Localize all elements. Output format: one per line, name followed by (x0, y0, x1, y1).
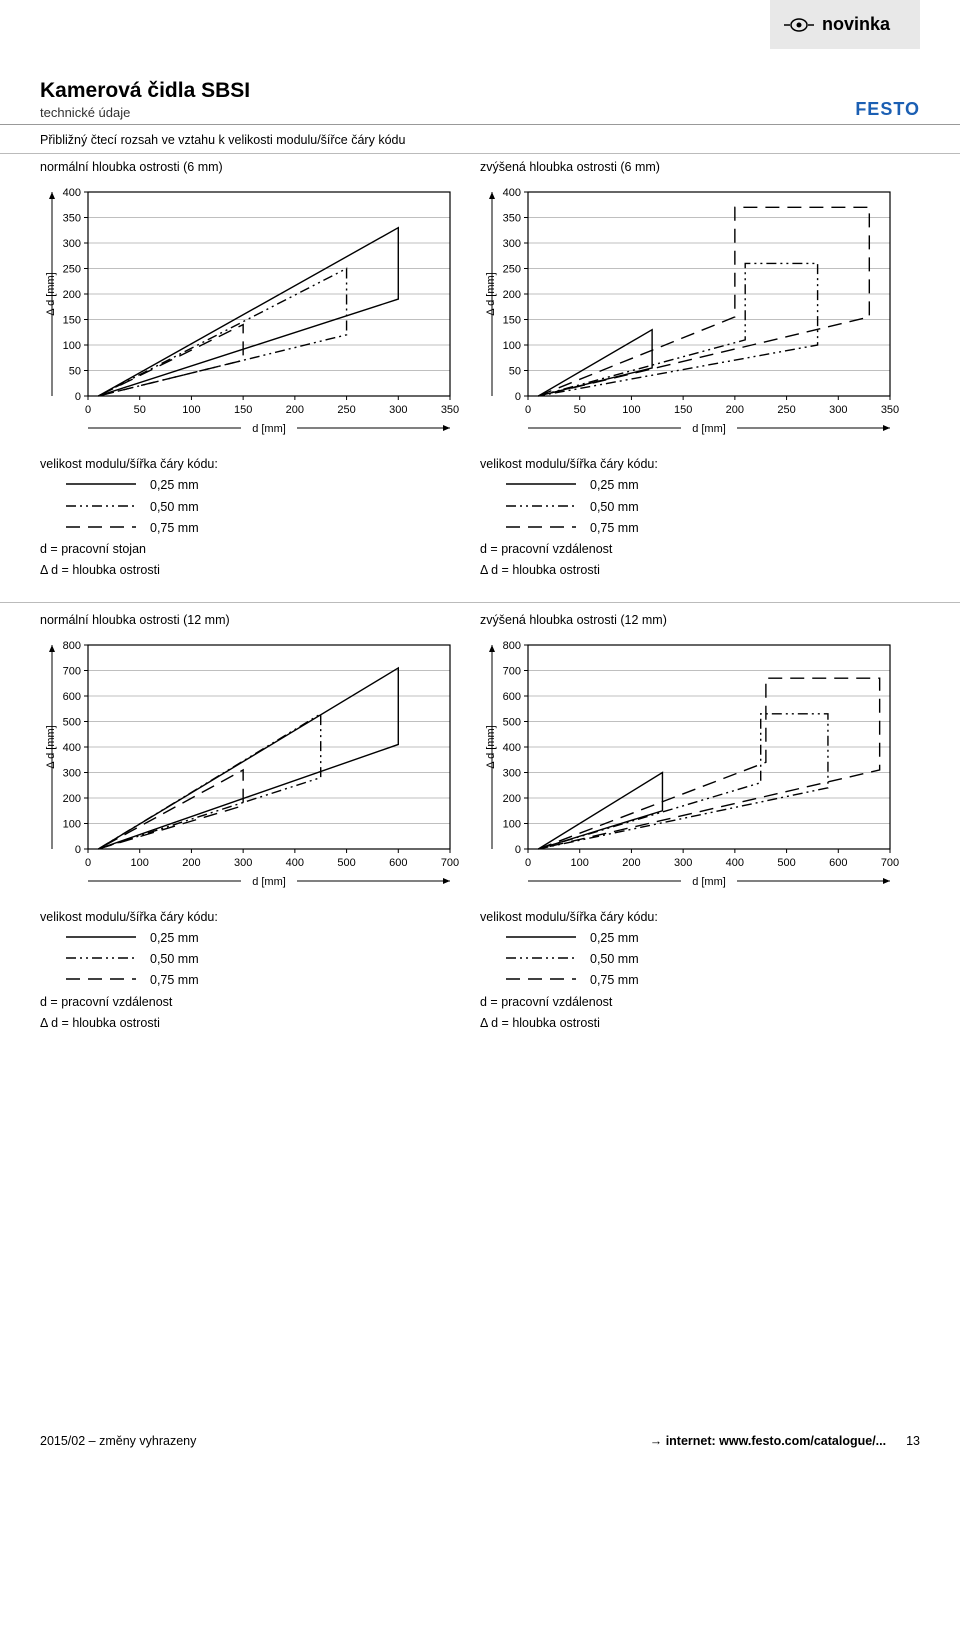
chart-top-left: 0 50 100 150 200 250 300 350 400 0 50 100 150 200 250 3… (40, 182, 460, 442)
svg-text:Δ d [mm]: Δ d [mm] (45, 272, 57, 315)
svg-text:Δ d [mm]: Δ d [mm] (485, 272, 497, 315)
svg-text:250: 250 (503, 264, 521, 276)
svg-text:300: 300 (63, 238, 81, 250)
svg-text:800: 800 (63, 640, 81, 652)
svg-text:700: 700 (881, 857, 899, 869)
eye-icon (784, 17, 814, 33)
svg-text:150: 150 (234, 404, 252, 416)
svg-text:50: 50 (574, 404, 586, 416)
svg-text:350: 350 (63, 213, 81, 225)
svg-text:300: 300 (503, 767, 521, 779)
svg-text:d [mm]: d [mm] (252, 423, 286, 435)
svg-text:0: 0 (85, 404, 91, 416)
svg-text:600: 600 (63, 691, 81, 703)
legend-top-right: velikost modulu/šířka čáry kódu:0,25 mm0… (480, 454, 920, 582)
svg-text:100: 100 (622, 404, 640, 416)
svg-text:150: 150 (674, 404, 692, 416)
svg-text:150: 150 (63, 315, 81, 327)
chart-bottom-left: 0 100 200 300 400 500 600 700 800 0 100 200 300 400 50… (40, 635, 460, 895)
svg-text:0: 0 (515, 844, 521, 856)
svg-text:0: 0 (75, 391, 81, 403)
chart-bottom-right: 0 100 200 300 400 500 600 700 800 0 100 200 300 400 50… (480, 635, 900, 895)
svg-text:200: 200 (503, 289, 521, 301)
svg-text:150: 150 (503, 315, 521, 327)
svg-text:0: 0 (525, 857, 531, 869)
svg-text:400: 400 (286, 857, 304, 869)
svg-text:300: 300 (829, 404, 847, 416)
svg-text:100: 100 (503, 340, 521, 352)
svg-text:Δ d [mm]: Δ d [mm] (485, 725, 497, 768)
svg-text:500: 500 (337, 857, 355, 869)
svg-text:0: 0 (515, 391, 521, 403)
svg-text:d [mm]: d [mm] (252, 876, 286, 888)
svg-text:0: 0 (75, 844, 81, 856)
legend-top-left: velikost modulu/šířka čáry kódu:0,25 mm0… (40, 454, 480, 582)
svg-text:350: 350 (881, 404, 899, 416)
chart-title-tl: normální hloubka ostrosti (6 mm) (40, 156, 480, 182)
svg-text:300: 300 (503, 238, 521, 250)
svg-text:0: 0 (525, 404, 531, 416)
chart-title-br: zvýšená hloubka ostrosti (12 mm) (480, 609, 920, 635)
svg-text:d [mm]: d [mm] (692, 423, 726, 435)
svg-text:300: 300 (234, 857, 252, 869)
svg-text:0: 0 (85, 857, 91, 869)
svg-text:300: 300 (674, 857, 692, 869)
novinka-label: novinka (822, 14, 890, 35)
svg-text:200: 200 (63, 289, 81, 301)
chart-top-right: 0 50 100 150 200 250 300 350 400 0 50 100 150 200 250 3… (480, 182, 900, 442)
svg-text:100: 100 (63, 818, 81, 830)
svg-text:200: 200 (63, 793, 81, 805)
legend-bottom-right: velikost modulu/šířka čáry kódu:0,25 mm0… (480, 907, 920, 1035)
svg-text:700: 700 (441, 857, 459, 869)
page-subtitle: technické údaje (40, 105, 250, 120)
svg-text:700: 700 (503, 665, 521, 677)
svg-text:700: 700 (63, 665, 81, 677)
svg-text:600: 600 (389, 857, 407, 869)
legend-bottom-left: velikost modulu/šířka čáry kódu:0,25 mm0… (40, 907, 480, 1035)
svg-text:800: 800 (503, 640, 521, 652)
svg-text:Δ d [mm]: Δ d [mm] (45, 725, 57, 768)
svg-text:100: 100 (503, 818, 521, 830)
svg-text:500: 500 (503, 716, 521, 728)
svg-text:200: 200 (182, 857, 200, 869)
svg-text:50: 50 (69, 366, 81, 378)
svg-text:600: 600 (829, 857, 847, 869)
svg-text:100: 100 (131, 857, 149, 869)
section-title: Přibližný čtecí rozsah ve vztahu k velik… (0, 125, 960, 154)
svg-text:400: 400 (503, 187, 521, 199)
svg-text:300: 300 (389, 404, 407, 416)
svg-text:50: 50 (134, 404, 146, 416)
svg-text:400: 400 (63, 187, 81, 199)
svg-text:200: 200 (726, 404, 744, 416)
chart-title-tr: zvýšená hloubka ostrosti (6 mm) (480, 156, 920, 182)
chart-title-bl: normální hloubka ostrosti (12 mm) (40, 609, 480, 635)
svg-text:400: 400 (503, 742, 521, 754)
svg-text:300: 300 (63, 767, 81, 779)
footer-left: 2015/02 – změny vyhrazeny (40, 1434, 196, 1448)
footer-arrow: → (650, 1434, 663, 1448)
svg-text:350: 350 (441, 404, 459, 416)
svg-text:100: 100 (571, 857, 589, 869)
svg-text:350: 350 (503, 213, 521, 225)
svg-text:400: 400 (726, 857, 744, 869)
svg-text:200: 200 (503, 793, 521, 805)
novinka-badge: novinka (770, 0, 920, 49)
page-number: 13 (906, 1434, 920, 1448)
svg-text:250: 250 (63, 264, 81, 276)
svg-text:250: 250 (777, 404, 795, 416)
svg-text:200: 200 (622, 857, 640, 869)
svg-text:400: 400 (63, 742, 81, 754)
svg-text:500: 500 (777, 857, 795, 869)
svg-text:100: 100 (63, 340, 81, 352)
svg-text:100: 100 (182, 404, 200, 416)
svg-text:d [mm]: d [mm] (692, 876, 726, 888)
svg-text:600: 600 (503, 691, 521, 703)
svg-text:50: 50 (509, 366, 521, 378)
footer-url: internet: www.festo.com/catalogue/... (666, 1434, 886, 1448)
svg-text:250: 250 (337, 404, 355, 416)
svg-text:500: 500 (63, 716, 81, 728)
svg-text:200: 200 (286, 404, 304, 416)
brand-logo: FESTO (855, 99, 920, 120)
page-title: Kamerová čidla SBSI (40, 79, 250, 103)
